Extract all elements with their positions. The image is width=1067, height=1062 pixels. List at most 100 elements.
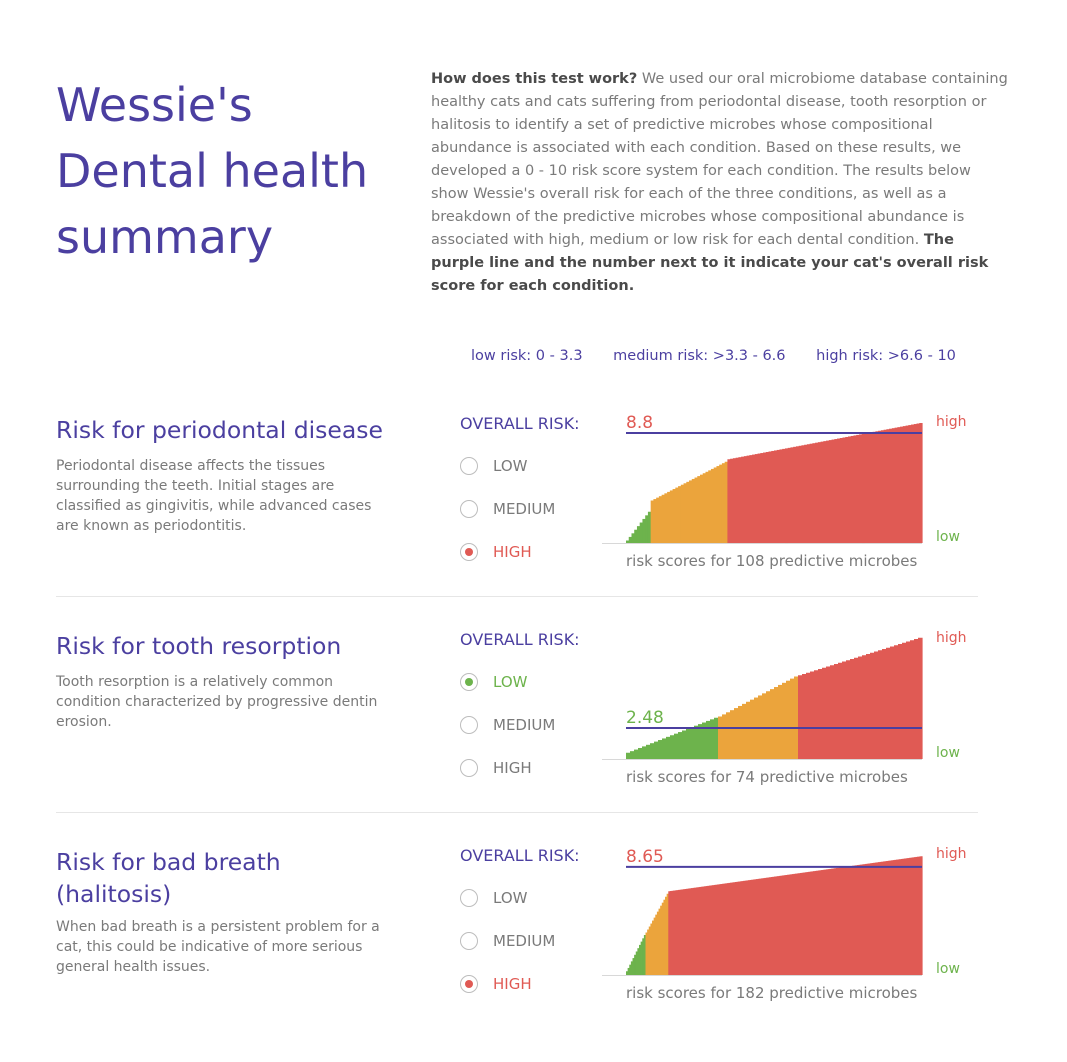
risk-bar bbox=[754, 454, 759, 543]
chart-low-label: low bbox=[936, 745, 960, 761]
risk-bar bbox=[777, 876, 780, 975]
radio-high[interactable] bbox=[460, 759, 478, 777]
intro-tail: The purple line and the number next to i… bbox=[431, 232, 989, 294]
risk-bar bbox=[842, 437, 846, 543]
risk-bar bbox=[906, 641, 911, 759]
risk-bar bbox=[660, 905, 663, 975]
risk-bar bbox=[714, 717, 719, 759]
radio-low[interactable] bbox=[460, 889, 478, 907]
risk-bar bbox=[840, 867, 843, 975]
risk-bar bbox=[681, 889, 684, 975]
risk-bar bbox=[646, 744, 651, 759]
risk-bar bbox=[850, 435, 855, 543]
risk-bar bbox=[856, 434, 860, 543]
risk-bar bbox=[858, 656, 863, 759]
risk-bar bbox=[710, 719, 715, 759]
risk-bar bbox=[741, 456, 745, 543]
risk-bar bbox=[710, 468, 715, 543]
risk-bar bbox=[718, 716, 723, 759]
risk-bar bbox=[848, 436, 852, 543]
risk-bar bbox=[723, 883, 726, 975]
risk-bar bbox=[642, 938, 645, 975]
risk-chart: 8.8 bbox=[602, 414, 923, 544]
risk-bar bbox=[890, 646, 895, 759]
risk-bar bbox=[679, 889, 682, 975]
risk-bar bbox=[640, 941, 643, 975]
risk-bar bbox=[869, 863, 873, 975]
risk-bar bbox=[752, 879, 756, 975]
radio-high[interactable] bbox=[460, 543, 478, 561]
risk-bar bbox=[727, 459, 731, 543]
risk-bar bbox=[806, 872, 809, 975]
risk-bar bbox=[686, 728, 691, 759]
risk-bar bbox=[783, 875, 786, 975]
risk-bar bbox=[895, 859, 899, 975]
risk-bar bbox=[787, 874, 790, 975]
risk-bar bbox=[798, 675, 803, 759]
risk-bar bbox=[642, 518, 646, 543]
risk-bar bbox=[878, 430, 882, 543]
risk-bar bbox=[673, 890, 676, 975]
risk-bar bbox=[658, 496, 663, 543]
legend-high: high risk: >6.6 - 10 bbox=[816, 348, 956, 364]
risk-bar bbox=[731, 882, 734, 975]
risk-bar bbox=[853, 435, 857, 543]
risk-bar bbox=[889, 428, 893, 543]
risk-bar bbox=[653, 499, 657, 543]
risk-bar bbox=[667, 491, 671, 543]
risk-bar bbox=[808, 871, 811, 975]
risk-bar bbox=[899, 859, 902, 975]
section-tooth-resorption: Risk for tooth resorption Tooth resorpti… bbox=[0, 630, 1067, 846]
risk-bar bbox=[700, 886, 704, 975]
risk-bar bbox=[674, 733, 679, 759]
risk-bar bbox=[790, 874, 793, 975]
risk-bar bbox=[736, 881, 739, 975]
risk-bar bbox=[812, 443, 816, 543]
risk-bar bbox=[907, 858, 910, 975]
radio-high[interactable] bbox=[460, 975, 478, 993]
risk-bar bbox=[713, 467, 718, 543]
risk-bar bbox=[784, 448, 789, 544]
risk-bar bbox=[823, 441, 827, 543]
risk-bar bbox=[760, 453, 764, 543]
chart-low-label: low bbox=[936, 961, 960, 977]
risk-bar bbox=[712, 885, 715, 975]
risk-bar bbox=[700, 474, 704, 543]
section-title: Risk for periodontal disease bbox=[56, 416, 383, 444]
risk-bar bbox=[905, 425, 909, 543]
radio-low[interactable] bbox=[460, 673, 478, 691]
risk-bar bbox=[918, 637, 923, 759]
radio-medium[interactable] bbox=[460, 716, 478, 734]
risk-bar bbox=[815, 442, 819, 543]
risk-bar bbox=[759, 878, 762, 975]
risk-bar bbox=[726, 712, 731, 759]
risk-bar bbox=[870, 652, 875, 759]
risk-bar bbox=[913, 857, 917, 975]
radio-medium[interactable] bbox=[460, 932, 478, 950]
risk-bar bbox=[913, 424, 918, 543]
risk-bar bbox=[749, 455, 753, 543]
option-high-label: HIGH bbox=[493, 975, 532, 993]
overall-score-label: 8.65 bbox=[626, 847, 664, 867]
risk-bar bbox=[769, 877, 772, 975]
risk-bar bbox=[626, 971, 629, 975]
risk-bar bbox=[654, 741, 659, 759]
radio-low[interactable] bbox=[460, 457, 478, 475]
divider bbox=[56, 812, 978, 813]
risk-bar bbox=[809, 443, 813, 543]
risk-bar bbox=[861, 864, 865, 975]
risk-bar bbox=[884, 861, 887, 975]
risk-bar bbox=[867, 432, 871, 543]
risk-bar bbox=[691, 478, 696, 543]
radio-medium[interactable] bbox=[460, 500, 478, 518]
risk-bar bbox=[816, 870, 819, 975]
risk-bar bbox=[829, 868, 832, 975]
risk-bar bbox=[627, 967, 630, 975]
risk-bar bbox=[782, 448, 786, 543]
risk-chart: 2.48 bbox=[602, 637, 923, 760]
risk-bar bbox=[919, 423, 923, 543]
divider bbox=[56, 596, 978, 597]
risk-bar bbox=[850, 865, 853, 975]
risk-bar bbox=[697, 476, 701, 543]
risk-bar bbox=[690, 727, 695, 759]
